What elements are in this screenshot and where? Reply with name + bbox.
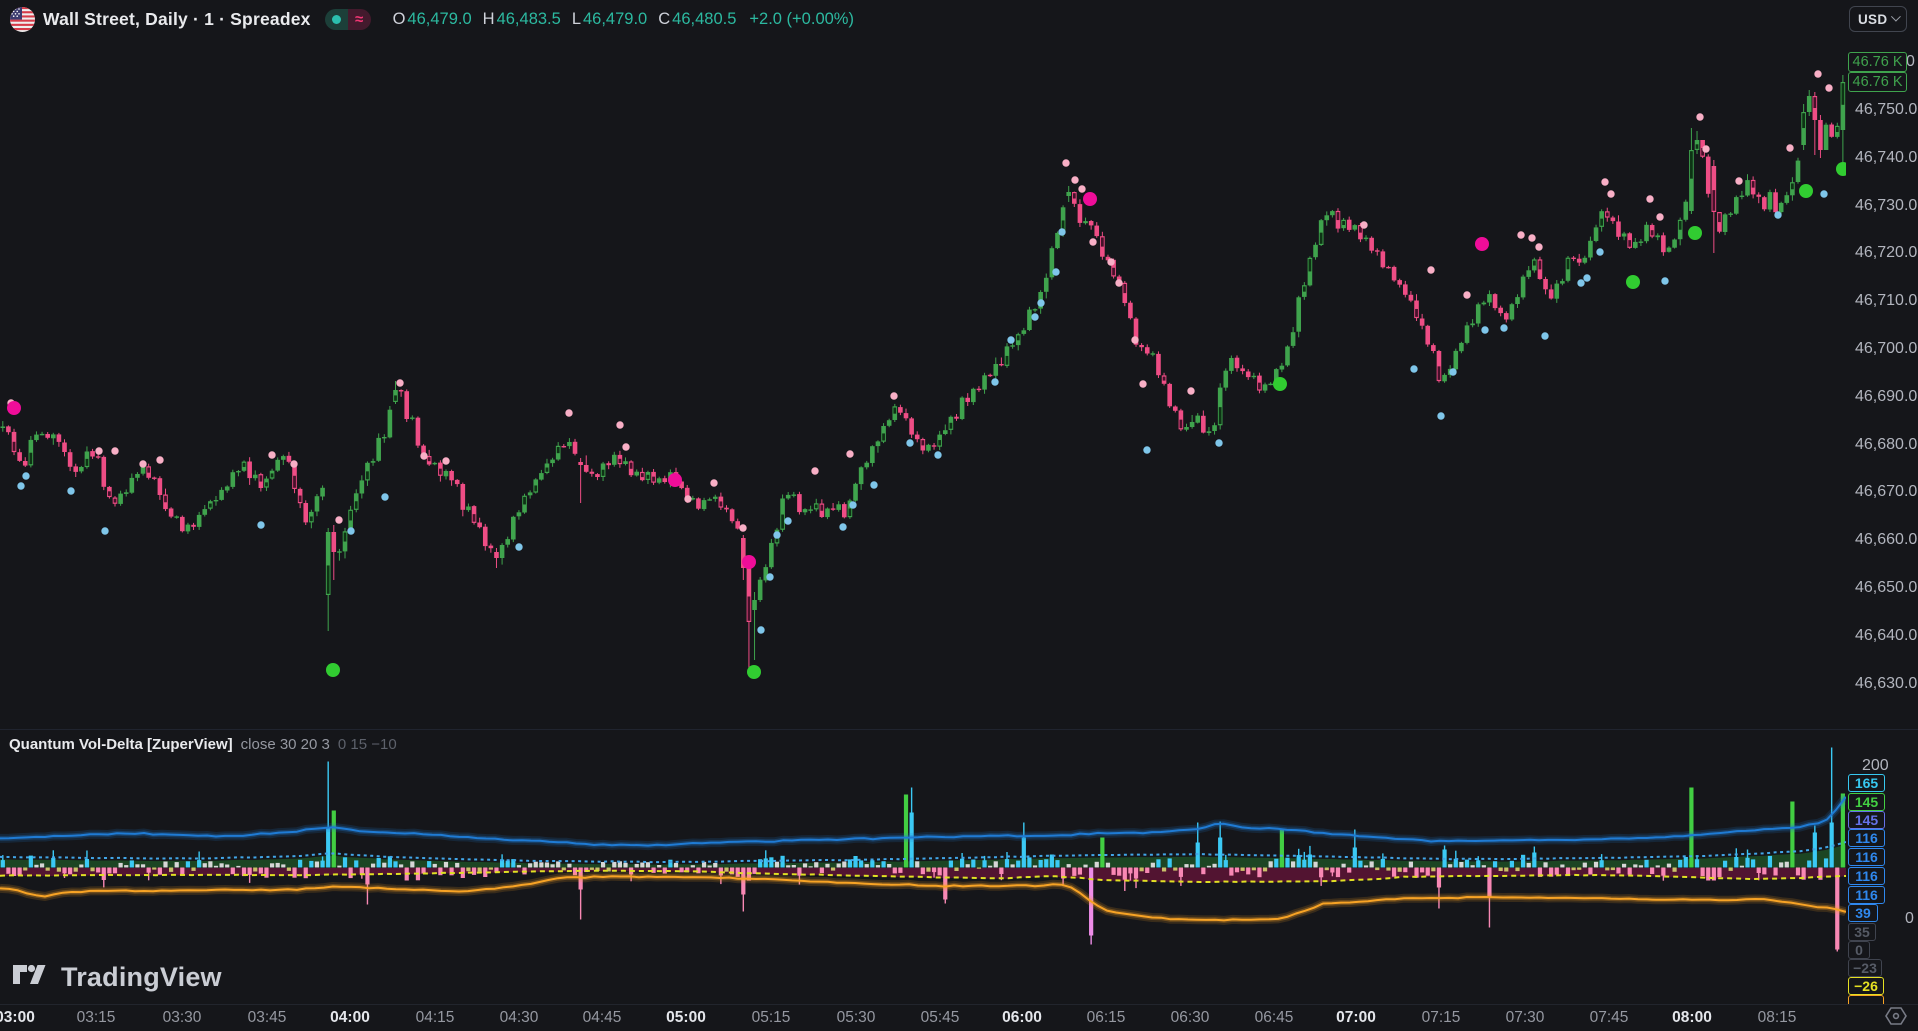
- indicator-value-label: 116: [1848, 848, 1885, 866]
- time-axis-area[interactable]: [0, 1005, 1918, 1031]
- indicator-value-label: 145: [1848, 811, 1885, 829]
- indicator-value-label: 116: [1848, 886, 1885, 904]
- time-axis-label: 07:30: [1505, 1009, 1545, 1026]
- time-axis-label: 05:00: [666, 1009, 706, 1026]
- indicator-title[interactable]: Quantum Vol-Delta [ZuperView]: [9, 736, 233, 753]
- price-axis-label: 46,700.0: [1855, 340, 1918, 357]
- price-axis-label: 46,660.0: [1855, 531, 1918, 549]
- time-axis-label: 08:00: [1672, 1009, 1712, 1026]
- tradingview-logo-icon: [13, 964, 46, 984]
- indicator-header: Quantum Vol-Delta [ZuperView] close 30 2…: [9, 736, 397, 753]
- time-axis-label: 06:30: [1170, 1009, 1210, 1026]
- indicator-value-label: 39: [1848, 904, 1878, 922]
- price-axis-label: 46,730.0: [1855, 196, 1918, 214]
- time-axis-label: 04:15: [415, 1009, 455, 1026]
- price-axis-label: 46,720.0: [1855, 244, 1918, 262]
- price-axis-label: 46,650.0: [1855, 579, 1918, 596]
- pane-separator[interactable]: [0, 729, 1918, 730]
- time-axis-label: 04:30: [499, 1009, 539, 1026]
- time-axis-label: 06:15: [1086, 1009, 1126, 1026]
- low-value: 46,479.0: [583, 10, 648, 28]
- indicator-value-label: 116: [1848, 867, 1885, 885]
- time-axis-label: 04:45: [582, 1009, 622, 1026]
- indicator-toggle[interactable]: ≈: [324, 9, 371, 30]
- time-axis-label: 05:30: [836, 1009, 876, 1026]
- indicator-axis-tick: 0: [1905, 910, 1914, 927]
- indicator-value-label: −23: [1848, 959, 1882, 977]
- hidden-price-tick: 0: [1906, 53, 1915, 70]
- high-label: H: [482, 10, 495, 28]
- time-axis-label: 05:45: [920, 1009, 960, 1026]
- high-value: 46,483.5: [496, 10, 561, 28]
- indicator-value-label: 145: [1848, 793, 1885, 811]
- currency-value: USD: [1858, 11, 1888, 27]
- last-price-label: 46.76 K: [1848, 52, 1907, 72]
- price-axis-label: 46,640.0: [1855, 626, 1918, 644]
- time-axis-label: 07:45: [1589, 1009, 1629, 1026]
- time-axis-label: 07:15: [1421, 1009, 1461, 1026]
- price-axis-label: 46,740.0: [1855, 148, 1918, 166]
- price-axis-label: 46,710.0: [1855, 292, 1918, 310]
- open-label: O: [392, 10, 406, 28]
- close-value: 46,480.5: [672, 10, 737, 28]
- watermark-text: TradingView: [61, 962, 222, 992]
- time-axis-label: 03:30: [162, 1009, 202, 1026]
- change-value: +2.0 (+0.00%): [749, 10, 854, 28]
- low-label: L: [571, 10, 581, 28]
- time-axis-label: 04:00: [330, 1009, 370, 1026]
- price-axis-label: 46,750.0: [1855, 101, 1918, 118]
- price-axis-label: 46,630.0: [1855, 674, 1918, 692]
- indicator-value-label: 165: [1848, 774, 1885, 792]
- indicator-params: close 30 20 3: [240, 736, 330, 753]
- currency-selector[interactable]: USD: [1849, 6, 1907, 32]
- symbol-header: Wall Street, Daily · 1 · Spreadex ≈ O 46…: [10, 7, 854, 32]
- indicator-value-label: −26: [1848, 977, 1884, 995]
- time-axis-label: 03:45: [247, 1009, 287, 1026]
- time-axis-label: 03:00: [0, 1009, 35, 1026]
- price-axis-label: 46,690.0: [1855, 387, 1918, 405]
- price-axis-label: 46,680.0: [1855, 435, 1918, 453]
- dot-toggle-icon[interactable]: [324, 9, 348, 30]
- us-flag-icon: [10, 7, 35, 32]
- open-value: 46,479.0: [407, 10, 472, 28]
- wave-toggle-icon[interactable]: ≈: [347, 9, 371, 30]
- time-axis-label: 06:45: [1254, 1009, 1294, 1026]
- time-axis-label: 05:15: [751, 1009, 791, 1026]
- time-axis-label: 06:00: [1002, 1009, 1042, 1026]
- time-axis-label: 07:00: [1336, 1009, 1376, 1026]
- last-price-label: 46.76 K: [1848, 72, 1907, 92]
- time-axis-label: 08:15: [1757, 1009, 1797, 1026]
- symbol-title[interactable]: Wall Street, Daily · 1 · Spreadex: [43, 9, 311, 29]
- time-axis-separator: [0, 1004, 1918, 1005]
- indicator-params-dim: 0 15 −10: [337, 736, 397, 753]
- indicator-axis-label: 200: [1862, 757, 1889, 774]
- time-axis-label: 03:15: [76, 1009, 116, 1026]
- chevron-down-icon: [1890, 11, 1901, 22]
- close-label: C: [658, 10, 671, 28]
- indicator-value-label: 35: [1848, 923, 1876, 941]
- indicator-value-label: 0: [1848, 941, 1870, 959]
- timezone-settings-icon[interactable]: [1884, 1006, 1908, 1026]
- indicator-value-label: 116: [1848, 829, 1885, 847]
- price-axis-label: 46,670.0: [1855, 483, 1918, 501]
- tradingview-watermark: TradingView: [13, 962, 222, 993]
- ohlc-values: O 46,479.0 H 46,483.5 L 46,479.0 C 46,48…: [393, 10, 854, 29]
